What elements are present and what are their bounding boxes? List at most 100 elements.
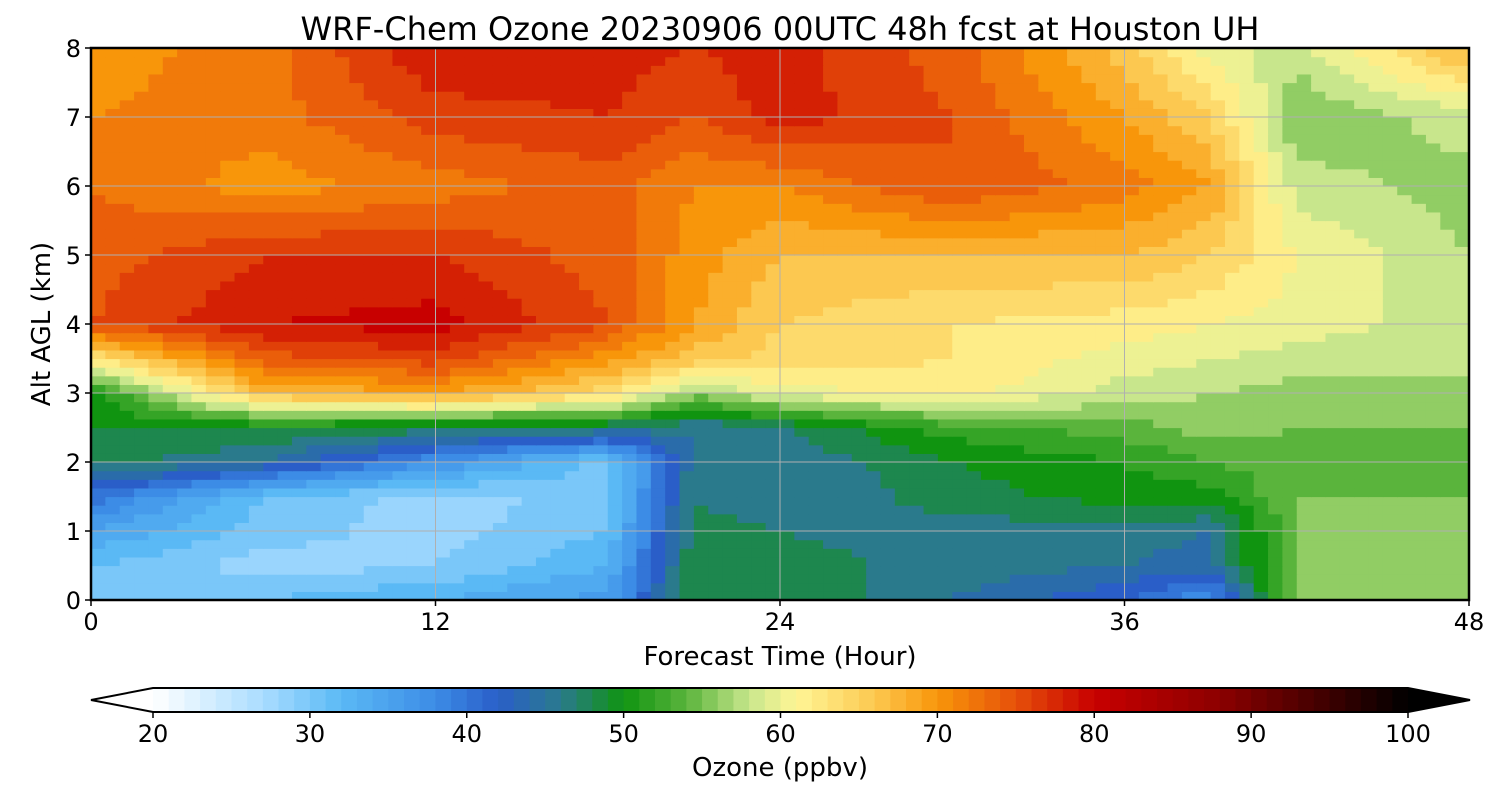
- heatmap-cell: [1239, 306, 1255, 316]
- heatmap-cell: [162, 384, 178, 394]
- heatmap-cell: [1253, 237, 1269, 247]
- heatmap-cell: [306, 289, 322, 299]
- heatmap-cell: [1124, 375, 1140, 385]
- heatmap-cell: [966, 548, 982, 558]
- heatmap-cell: [335, 315, 350, 325]
- heatmap-cell: [894, 393, 910, 403]
- heatmap-cell: [607, 479, 623, 489]
- heatmap-cell: [1296, 341, 1312, 351]
- heatmap-cell: [823, 280, 839, 291]
- heatmap-cell: [708, 487, 724, 498]
- heatmap-cell: [593, 522, 609, 532]
- heatmap-cell: [507, 496, 523, 506]
- heatmap-cell: [1339, 255, 1355, 265]
- heatmap-cell: [320, 410, 336, 420]
- heatmap-cell: [995, 289, 1011, 299]
- heatmap-cell: [1038, 470, 1054, 480]
- heatmap-cell: [550, 289, 566, 299]
- heatmap-cell: [1454, 375, 1470, 385]
- heatmap-cell: [722, 194, 738, 204]
- heatmap-cell: [1440, 401, 1456, 411]
- heatmap-cell: [205, 289, 221, 299]
- heatmap-cell: [952, 522, 968, 532]
- heatmap-cell: [1368, 384, 1384, 394]
- heatmap-cell: [650, 306, 666, 316]
- heatmap-cell: [751, 522, 767, 532]
- heatmap-cell: [191, 427, 207, 437]
- heatmap-cell: [564, 556, 580, 567]
- heatmap-cell: [478, 168, 494, 178]
- heatmap-cell: [1282, 289, 1298, 299]
- heatmap-cell: [1095, 582, 1111, 592]
- heatmap-cell: [622, 393, 638, 403]
- heatmap-cell: [1354, 418, 1370, 429]
- heatmap-cell: [234, 487, 250, 498]
- heatmap-cell: [449, 186, 465, 196]
- heatmap-cell: [392, 462, 408, 472]
- heatmap-cell: [1224, 306, 1240, 316]
- heatmap-cell: [564, 246, 580, 256]
- heatmap-cell: [1296, 539, 1312, 549]
- heatmap-cell: [1454, 229, 1470, 239]
- heatmap-cell: [449, 211, 465, 222]
- heatmap-cell: [1440, 531, 1456, 541]
- heatmap-cell: [191, 556, 207, 567]
- heatmap-cell: [765, 358, 781, 368]
- heatmap-cell: [234, 306, 250, 316]
- heatmap-cell: [1253, 531, 1269, 541]
- heatmap-cell: [564, 470, 580, 480]
- heatmap-cell: [1138, 418, 1154, 429]
- heatmap-cell: [1239, 582, 1255, 592]
- heatmap-cell: [1411, 591, 1427, 601]
- heatmap-cell: [622, 349, 638, 360]
- heatmap-cell: [177, 298, 193, 308]
- heatmap-cell: [1067, 358, 1083, 368]
- heatmap-cell: [1024, 505, 1039, 515]
- heatmap-cell: [205, 444, 221, 454]
- heatmap-cell: [105, 194, 121, 204]
- heatmap-cell: [435, 427, 451, 437]
- heatmap-cell: [1224, 453, 1240, 463]
- heatmap-cell: [1210, 220, 1226, 230]
- heatmap-cell: [794, 574, 810, 584]
- heatmap-cell: [1181, 513, 1197, 523]
- heatmap-cell: [679, 436, 695, 446]
- heatmap-cell: [722, 427, 738, 437]
- heatmap-cell: [1339, 306, 1355, 316]
- heatmap-cell: [736, 487, 752, 498]
- heatmap-cell: [894, 255, 910, 265]
- heatmap-cell: [1440, 496, 1456, 506]
- heatmap-cell: [406, 272, 422, 282]
- heatmap-cell: [894, 505, 910, 515]
- heatmap-cell: [722, 548, 738, 558]
- heatmap-cell: [1339, 229, 1355, 239]
- heatmap-cell: [1138, 539, 1154, 549]
- heatmap-cell: [1454, 324, 1470, 334]
- heatmap-cell: [1067, 470, 1083, 480]
- heatmap-cell: [406, 427, 422, 437]
- heatmap-cell: [1425, 375, 1441, 385]
- heatmap-cell: [1224, 186, 1240, 196]
- heatmap-cell: [1253, 462, 1269, 472]
- heatmap-cell: [808, 306, 824, 316]
- heatmap-cell: [1397, 565, 1413, 575]
- heatmap-cell: [1354, 539, 1370, 549]
- heatmap-cell: [1397, 548, 1413, 558]
- heatmap-cell: [1325, 462, 1341, 472]
- heatmap-cell: [980, 186, 996, 196]
- heatmap-cell: [1325, 531, 1341, 541]
- heatmap-cell: [320, 280, 336, 291]
- heatmap-cell: [736, 436, 752, 446]
- heatmap-cell: [291, 565, 307, 575]
- heatmap-cell: [564, 289, 580, 299]
- heatmap-cell: [1110, 418, 1126, 429]
- heatmap-cell: [765, 272, 781, 282]
- heatmap-cell: [320, 315, 336, 325]
- heatmap-cell: [263, 479, 279, 489]
- heatmap-cell: [521, 548, 537, 558]
- heatmap-cell: [464, 418, 480, 429]
- heatmap-cell: [234, 375, 250, 385]
- heatmap-cell: [579, 427, 594, 437]
- heatmap-cell: [277, 272, 293, 282]
- heatmap-cell: [1024, 531, 1039, 541]
